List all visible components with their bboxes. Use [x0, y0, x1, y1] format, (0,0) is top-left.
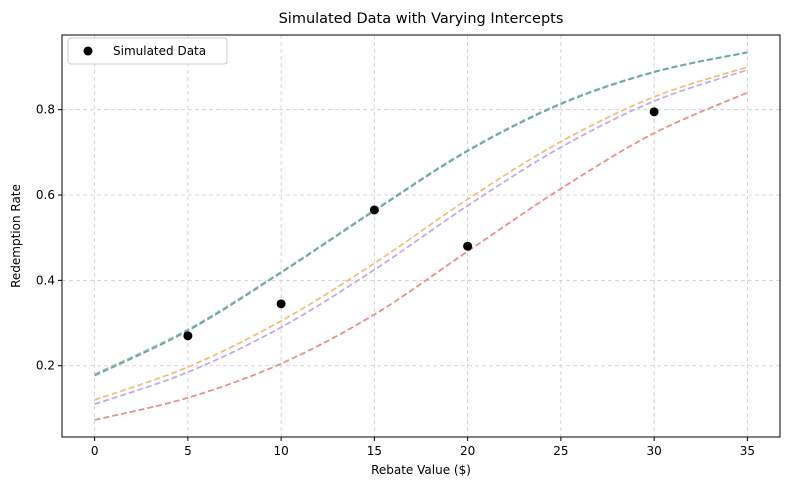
y-tick-label: 0.4 [36, 273, 55, 287]
scatter-point [276, 299, 286, 309]
scatter-point [369, 205, 379, 215]
plot-frame [61, 34, 781, 438]
y-axis-ticks: 0.2 0.4 0.6 0.8 [36, 103, 62, 373]
x-tick-label: 15 [367, 444, 382, 458]
x-tick-label: 20 [460, 444, 475, 458]
legend-box [67, 37, 228, 65]
x-tick-label: 35 [740, 444, 755, 458]
series-line-2 [94, 66, 748, 401]
x-tick-label: 25 [553, 444, 568, 458]
series-line-1 [94, 51, 748, 377]
legend-marker-simulated-data [83, 46, 93, 56]
x-axis-label: Rebate Value ($) [371, 463, 471, 477]
scatter-layer [183, 107, 659, 341]
y-tick-label: 0.6 [36, 188, 55, 202]
x-tick-label: 0 [91, 444, 99, 458]
scatter-point [649, 107, 659, 117]
y-tick-label: 0.2 [36, 359, 55, 373]
scatter-point [463, 241, 473, 251]
scatter-point [183, 331, 193, 341]
y-tick-label: 0.8 [36, 103, 55, 117]
legend-label-simulated-data: Simulated Data [113, 44, 206, 58]
x-axis-ticks: 0 5 10 15 20 25 30 35 [91, 437, 755, 458]
grid [62, 35, 780, 437]
x-tick-label: 5 [184, 444, 192, 458]
chart-title: Simulated Data with Varying Intercepts [279, 11, 564, 27]
y-axis-label: Redemption Rate [9, 184, 23, 288]
x-tick-label: 30 [646, 444, 661, 458]
series-line-3 [94, 69, 748, 405]
x-tick-label: 10 [273, 444, 288, 458]
legend: Simulated Data [67, 37, 228, 65]
series-layer [94, 51, 748, 421]
series-line-4 [94, 91, 748, 421]
